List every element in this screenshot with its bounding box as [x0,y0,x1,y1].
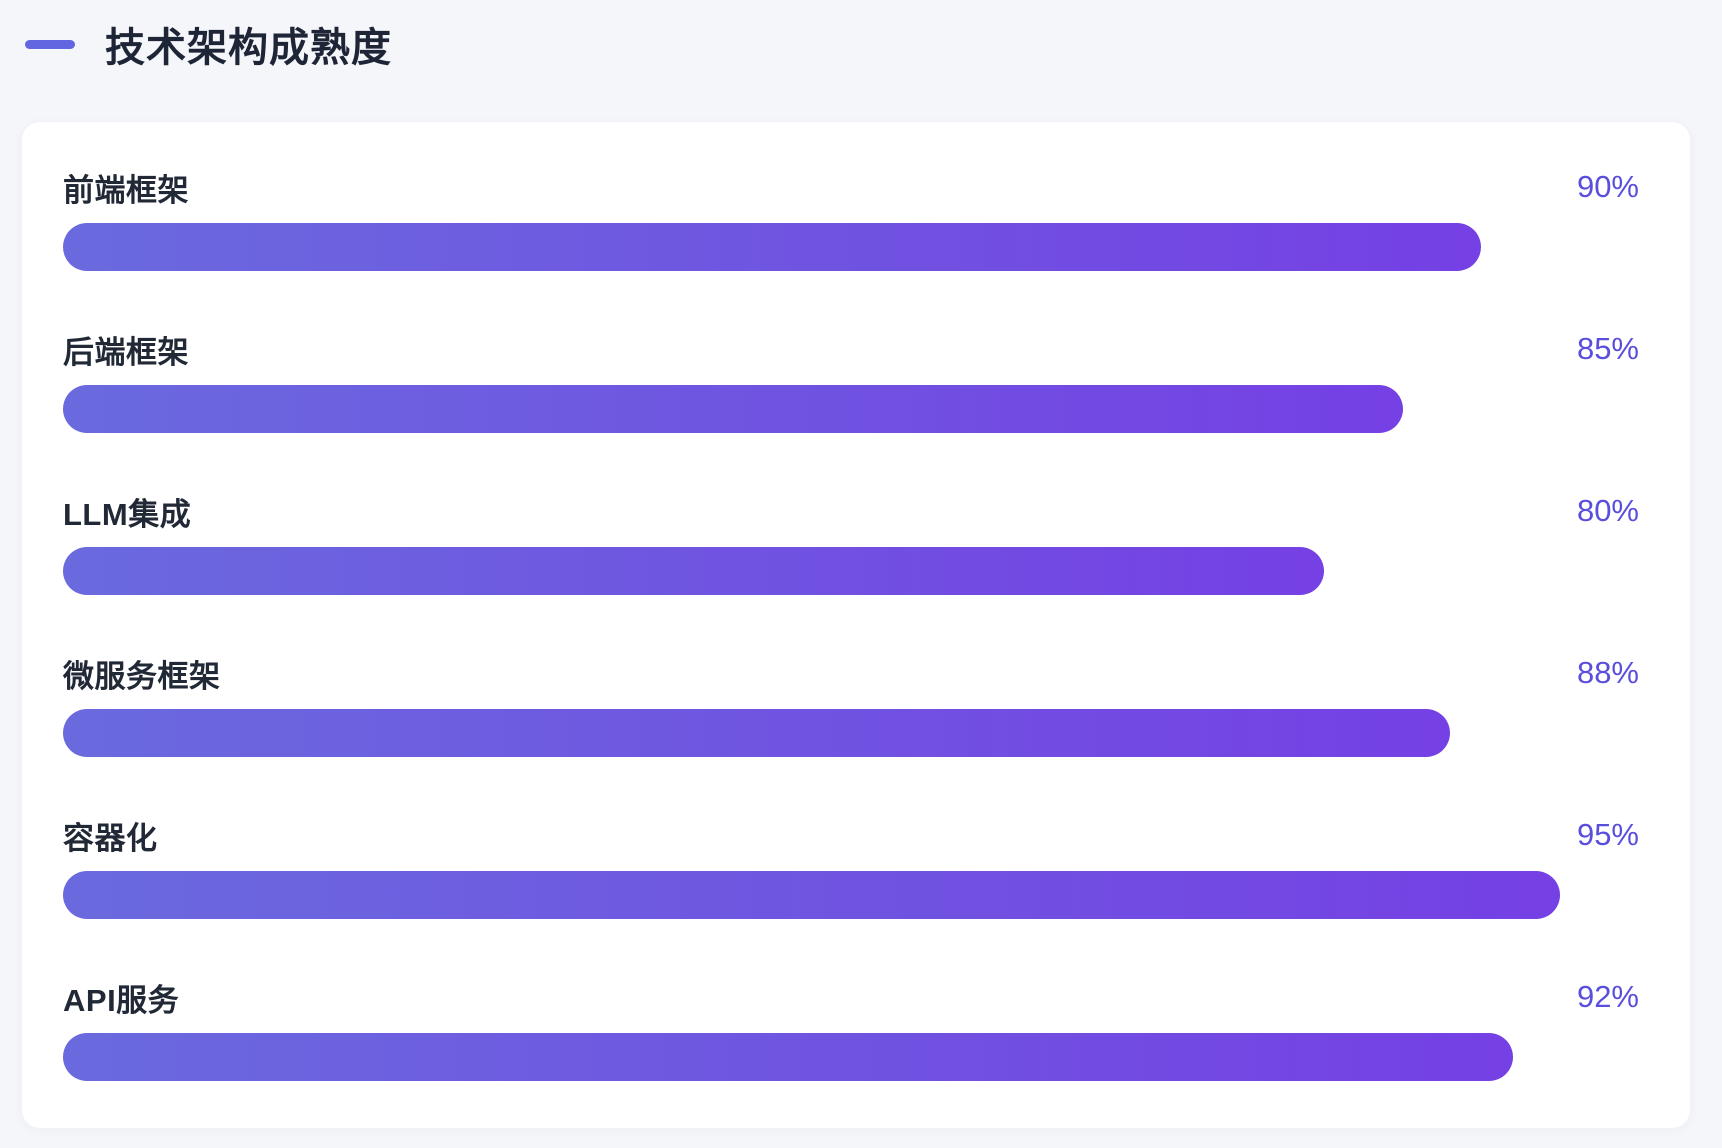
metric-row: API服务 92% [63,975,1639,1081]
metric-value: 95% [1576,817,1639,852]
accent-dash-icon [25,39,75,49]
progress-track [63,385,1639,433]
progress-fill [63,385,1403,433]
section-header: 技术架构成熟度 [0,20,1722,70]
progress-fill [63,709,1450,757]
metric-row: 前端框架 90% [63,165,1639,271]
metric-row-head: LLM集成 80% [63,489,1639,533]
progress-track [63,709,1639,757]
metric-label: 容器化 [63,820,158,856]
metric-label: 后端框架 [63,334,189,370]
progress-track [63,871,1639,919]
metric-value: 92% [1576,979,1639,1014]
metric-label: 前端框架 [63,172,189,208]
progress-fill [63,547,1324,595]
metric-label: LLM集成 [63,496,192,532]
metric-value: 88% [1576,655,1639,690]
metric-row: 后端框架 85% [63,327,1639,433]
maturity-chart-card: 前端框架 90% 后端框架 85% LLM集成 [22,122,1690,1128]
progress-track [63,223,1639,271]
progress-fill [63,223,1482,271]
page-title: 技术架构成熟度 [105,26,392,70]
progress-track [63,547,1639,595]
metric-value: 90% [1576,169,1639,204]
metric-row-head: 后端框架 85% [63,327,1639,371]
metric-row-head: 微服务框架 88% [63,651,1639,695]
metric-row: LLM集成 80% [63,489,1639,595]
progress-fill [63,871,1561,919]
metric-row-head: 容器化 95% [63,813,1639,857]
progress-track [63,1033,1639,1081]
progress-fill [63,1033,1513,1081]
metric-row-head: 前端框架 90% [63,165,1639,209]
metric-label: API服务 [63,982,180,1018]
metric-row: 微服务框架 88% [63,651,1639,757]
metric-value: 80% [1576,493,1639,528]
metric-row: 容器化 95% [63,813,1639,919]
metric-label: 微服务框架 [63,658,221,694]
metric-row-head: API服务 92% [63,975,1639,1019]
metric-value: 85% [1576,331,1639,366]
